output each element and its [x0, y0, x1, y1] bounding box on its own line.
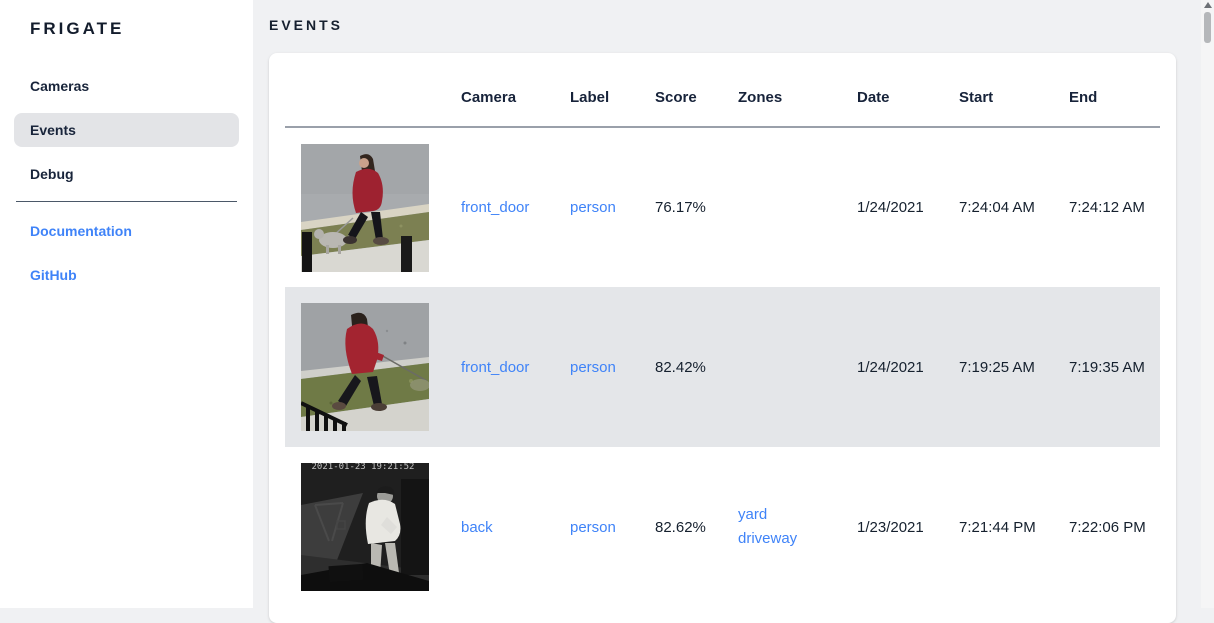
column-header-date: Date	[841, 69, 943, 128]
sidebar-link-label: Documentation	[30, 223, 132, 239]
event-row[interactable]: front_door person 76.17% 1/24/2021 7:24:…	[285, 127, 1160, 287]
event-row-highlighted[interactable]: front_door person 82.42% 1/24/2021 7:19:…	[285, 287, 1160, 447]
camera-link[interactable]: back	[461, 518, 493, 536]
sidebar-item-label: Debug	[30, 166, 74, 182]
sidebar-item-cameras[interactable]: Cameras	[14, 69, 239, 103]
sidebar-item-label: Events	[30, 122, 76, 138]
event-camera-cell: front_door	[445, 127, 554, 287]
camera-link[interactable]: front_door	[461, 358, 530, 376]
event-date-cell: 1/24/2021	[841, 287, 943, 447]
events-table-body: front_door person 76.17% 1/24/2021 7:24:…	[285, 127, 1160, 607]
column-header-start: Start	[943, 69, 1053, 128]
sidebar-item-events[interactable]: Events	[14, 113, 239, 147]
event-thumbnail-cell: 2021-01-23 19:21:52	[285, 447, 445, 607]
event-label-cell: person	[554, 127, 639, 287]
column-header-zones: Zones	[722, 69, 841, 128]
event-score-cell: 82.42%	[639, 287, 722, 447]
label-link[interactable]: person	[570, 518, 616, 536]
event-thumbnail-night-ir-person[interactable]: 2021-01-23 19:21:52	[301, 463, 429, 591]
table-header-row: Camera Label Score Zones Date Start End	[285, 69, 1160, 128]
events-table: Camera Label Score Zones Date Start End	[285, 69, 1160, 607]
scrollbar-thumb[interactable]	[1204, 12, 1211, 43]
sidebar-nav: Cameras Events Debug Documentation GitHu…	[14, 69, 239, 292]
event-start-cell: 7:21:44 PM	[959, 518, 1036, 536]
vertical-scrollbar[interactable]	[1201, 0, 1214, 608]
event-date-cell: 1/23/2021	[857, 518, 924, 536]
event-thumbnail-cell	[285, 287, 445, 447]
camera-link[interactable]: front_door	[461, 199, 530, 216]
column-header-label: Label	[554, 69, 639, 128]
event-zones-cell	[722, 287, 841, 447]
event-camera-cell: back	[445, 447, 554, 607]
label-link[interactable]: person	[570, 358, 616, 376]
event-label-cell: person	[554, 287, 639, 447]
page-title: EVENTS	[269, 17, 344, 33]
column-header-score: Score	[639, 69, 722, 128]
event-start-cell: 7:19:25 AM	[943, 287, 1053, 447]
sidebar-link-label: GitHub	[30, 267, 77, 283]
sidebar: FRIGATE Cameras Events Debug Documentati…	[0, 0, 253, 608]
event-end-cell: 7:24:12 AM	[1069, 199, 1145, 216]
column-header-thumbnail	[285, 69, 445, 128]
event-score-cell: 82.62%	[655, 518, 706, 536]
event-camera-cell: front_door	[445, 287, 554, 447]
event-thumbnail-day-woman-red-hoodie-dog[interactable]	[301, 303, 429, 431]
main-content: EVENTS Camera Label Score Zones Date Sta…	[253, 0, 1201, 623]
event-thumbnail-cell	[285, 127, 445, 287]
column-header-end: End	[1053, 69, 1160, 128]
events-card: Camera Label Score Zones Date Start End	[269, 53, 1176, 623]
scroll-up-icon[interactable]	[1203, 2, 1212, 8]
event-score-cell: 76.17%	[655, 199, 706, 216]
event-row[interactable]: 2021-01-23 19:21:52	[285, 447, 1160, 607]
event-date-cell: 1/24/2021	[857, 199, 924, 216]
sidebar-link-documentation[interactable]: Documentation	[14, 214, 239, 248]
event-label-cell: person	[554, 447, 639, 607]
zone-link-yard[interactable]: yard	[738, 506, 768, 523]
label-link[interactable]: person	[570, 199, 616, 216]
event-start-cell: 7:24:04 AM	[959, 199, 1035, 216]
sidebar-divider	[16, 201, 237, 202]
column-header-camera: Camera	[445, 69, 554, 128]
svg-text:2021-01-23 19:21:52: 2021-01-23 19:21:52	[312, 463, 415, 472]
event-zones-cell	[722, 127, 841, 287]
sidebar-item-debug[interactable]: Debug	[14, 157, 239, 191]
zone-link-driveway[interactable]: driveway	[738, 530, 798, 547]
sidebar-link-github[interactable]: GitHub	[14, 258, 239, 292]
event-zones-cell: yard driveway	[722, 447, 841, 607]
event-end-cell: 7:19:35 AM	[1053, 287, 1160, 447]
app-logo[interactable]: FRIGATE	[30, 19, 125, 38]
event-end-cell: 7:22:06 PM	[1069, 518, 1146, 536]
sidebar-item-label: Cameras	[30, 78, 90, 94]
event-thumbnail-day-woman-red-coat-dog[interactable]	[301, 143, 429, 272]
